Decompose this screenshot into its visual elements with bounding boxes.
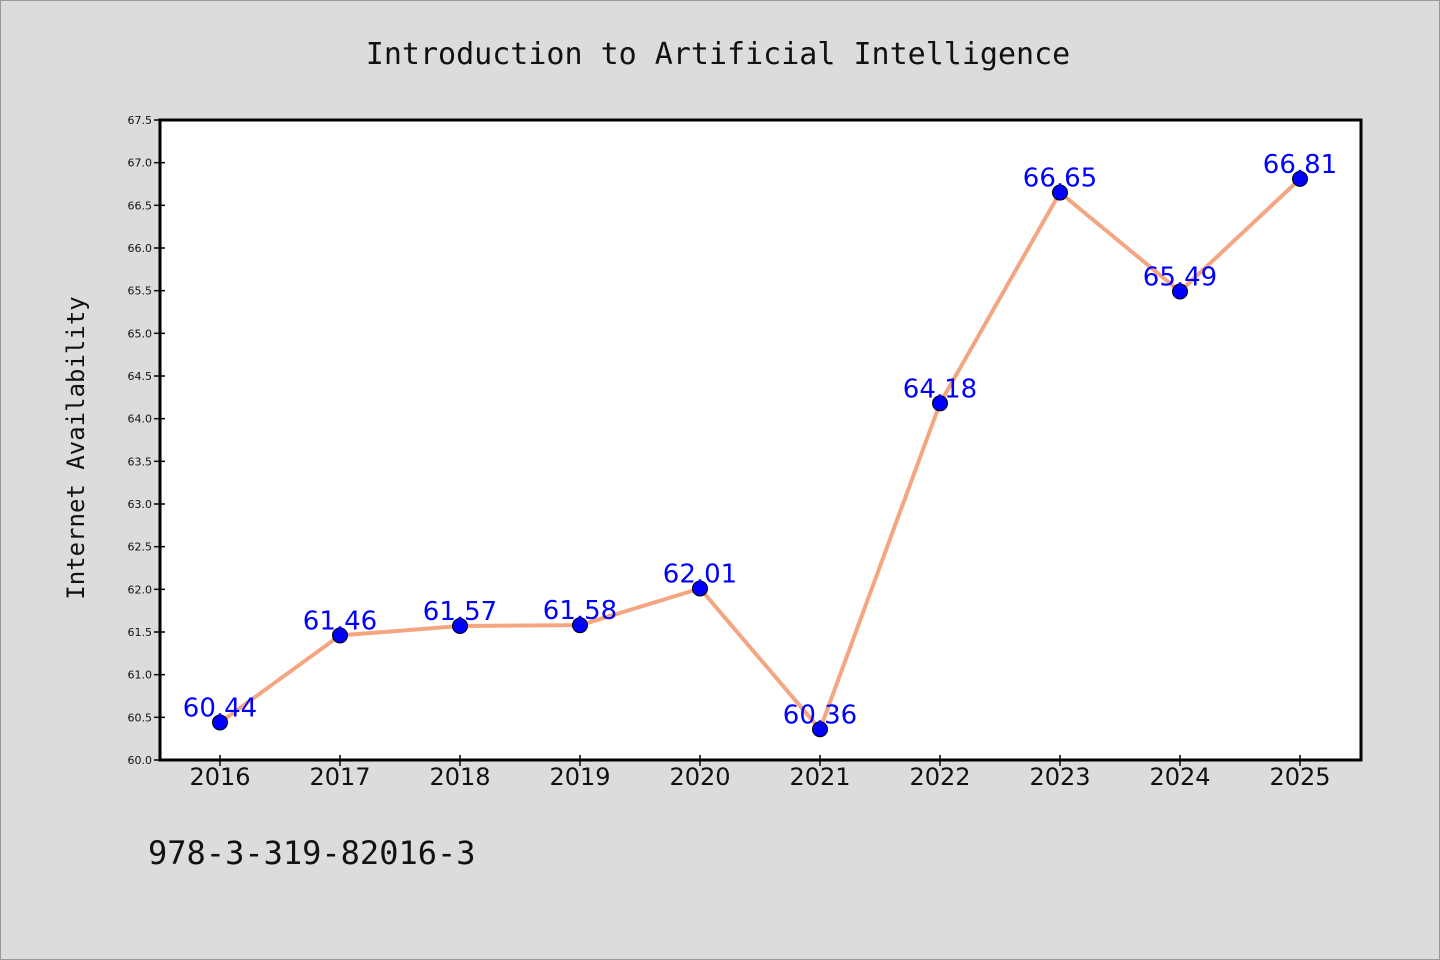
y-tick-label: 67.0 <box>128 157 153 170</box>
data-point <box>1172 283 1188 300</box>
x-tick-label: 2020 <box>669 763 730 791</box>
x-tick-label: 2019 <box>549 763 610 791</box>
y-tick-label: 67.5 <box>128 114 153 127</box>
y-tick-label: 64.5 <box>128 370 153 383</box>
data-label: 60.36 <box>783 700 857 730</box>
plot-area <box>160 120 1361 760</box>
x-axis: 2016 2017 2018 2019 2020 2021 2022 2023 2024 2025 <box>189 755 1331 791</box>
y-axis-label: Internet Availability <box>62 296 90 599</box>
y-tick-label: 60.5 <box>128 711 153 724</box>
data-point <box>1292 170 1308 187</box>
data-point <box>452 618 468 635</box>
x-tick-label: 2022 <box>909 763 970 791</box>
x-tick-label: 2017 <box>309 763 370 791</box>
data-label: 62.01 <box>663 559 737 589</box>
isbn-text: 978-3-319-82016-3 <box>148 834 476 872</box>
y-tick-label: 64.0 <box>128 413 153 426</box>
x-tick-label: 2018 <box>429 763 490 791</box>
data-point <box>932 395 948 412</box>
y-tick-label: 62.0 <box>128 583 153 596</box>
data-label: 64.18 <box>903 374 977 404</box>
y-tick-label: 62.5 <box>128 541 153 554</box>
data-markers <box>212 170 1308 738</box>
data-point <box>812 721 828 738</box>
data-label: 61.58 <box>543 596 617 626</box>
data-label: 61.46 <box>303 606 377 636</box>
data-label: 60.44 <box>183 693 257 723</box>
y-tick-label: 61.5 <box>128 626 153 639</box>
y-tick-label: 60.0 <box>128 754 153 767</box>
data-label: 66.65 <box>1023 164 1097 194</box>
y-tick-label: 66.5 <box>128 199 153 212</box>
data-label: 66.81 <box>1263 150 1337 180</box>
y-tick-label: 61.0 <box>128 669 153 682</box>
x-tick-label: 2023 <box>1029 763 1090 791</box>
chart-title: Introduction to Artificial Intelligence <box>366 37 1070 72</box>
series-line <box>218 177 1302 732</box>
data-point <box>332 627 348 644</box>
data-label: 65.49 <box>1143 263 1217 293</box>
data-labels: 60.44 61.46 61.57 61.58 62.01 60.36 64.18 66.65… <box>183 150 1337 730</box>
data-label: 61.57 <box>423 597 497 627</box>
x-tick-label: 2025 <box>1269 763 1330 791</box>
x-tick-label: 2021 <box>789 763 850 791</box>
y-tick-label: 66.0 <box>128 242 153 255</box>
data-point <box>692 580 708 597</box>
y-tick-label: 65.5 <box>128 285 153 298</box>
y-tick-label: 65.0 <box>128 327 153 340</box>
x-tick-label: 2016 <box>189 763 250 791</box>
data-point <box>212 714 228 731</box>
y-tick-label: 63.0 <box>128 498 153 511</box>
data-point <box>1052 184 1068 201</box>
x-tick-label: 2024 <box>1149 763 1210 791</box>
data-point <box>572 617 588 634</box>
plot-border <box>158 118 1363 762</box>
y-tick-label: 63.5 <box>128 455 153 468</box>
